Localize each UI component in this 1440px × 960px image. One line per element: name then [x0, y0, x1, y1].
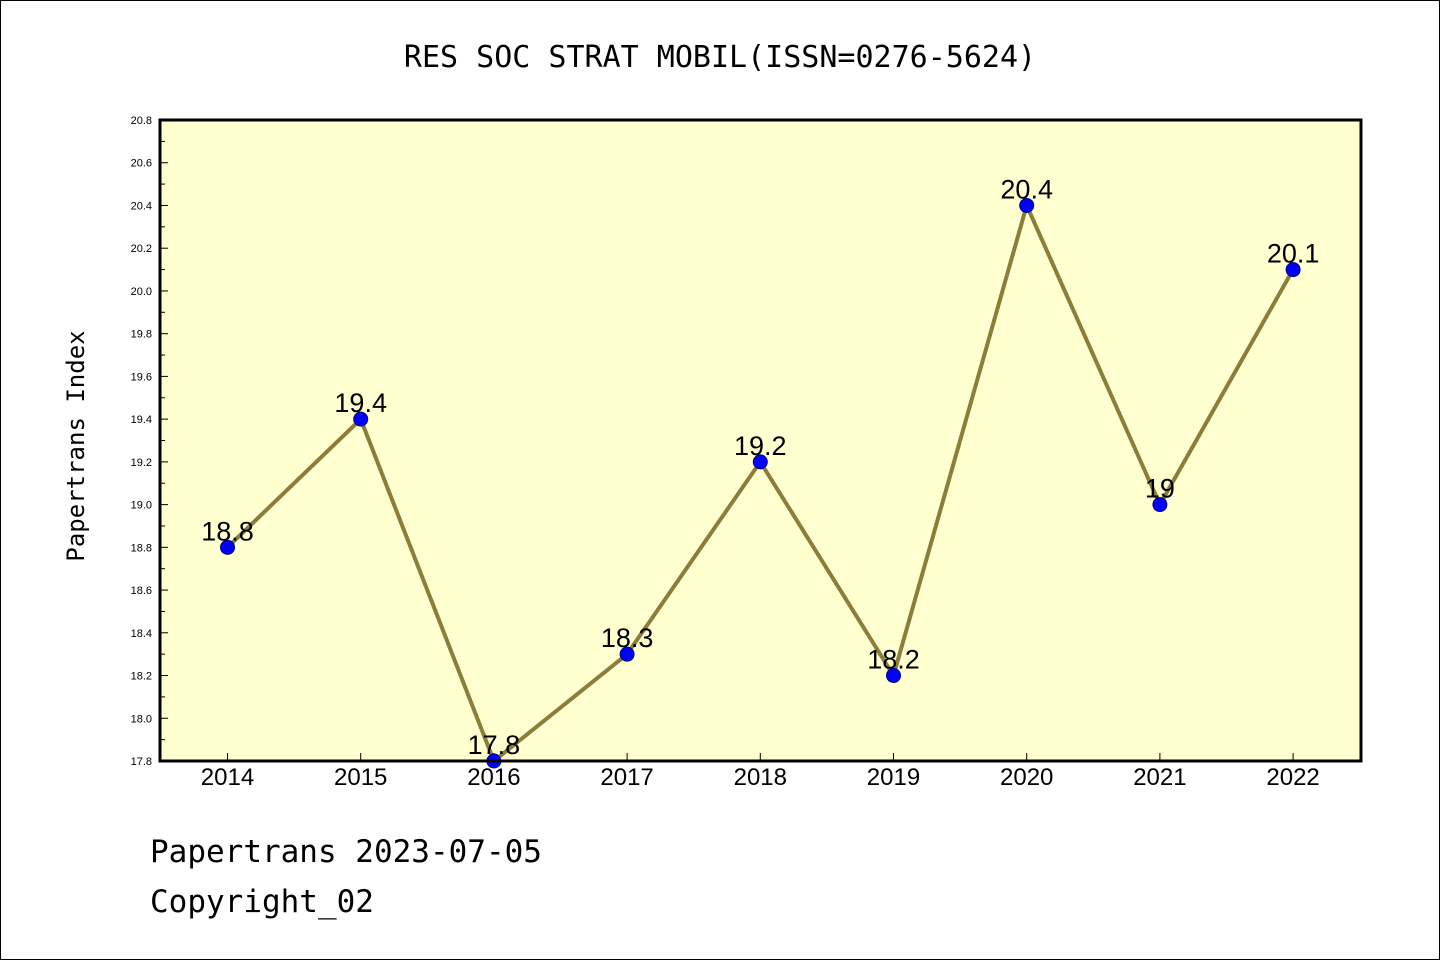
y-tick-label: 19.0: [131, 500, 152, 512]
y-tick-label: 20.0: [131, 286, 152, 298]
x-axis: 2014 2015 2016 2017 2018 2019 2020 2021 2022: [201, 753, 1320, 791]
plot-area: [160, 120, 1361, 761]
data-point: [752, 454, 768, 470]
y-tick-label: 19.8: [131, 329, 152, 341]
y-axis: 17.8 18.0 18.2 18.4 18.6 18.8 19.0 19.2 19.4 19.6…: [131, 115, 168, 768]
data-label: 18.2: [867, 645, 920, 675]
x-tick-label: 2014: [201, 764, 254, 791]
x-tick-label: 2017: [600, 764, 653, 791]
data-point: [1152, 497, 1168, 513]
x-tick-label: 2018: [734, 764, 787, 791]
y-tick-label: 20.2: [131, 243, 152, 255]
y-axis-label: Papertrans Index: [62, 330, 90, 561]
y-tick-label: 18.6: [131, 585, 152, 597]
data-label: 19: [1145, 474, 1175, 504]
data-point: [1285, 262, 1301, 278]
data-label: 20.1: [1267, 239, 1320, 269]
y-tick-label: 19.2: [131, 457, 152, 469]
data-point: [1019, 197, 1035, 213]
y-tick-label: 19.4: [131, 414, 152, 426]
x-tick-label: 2020: [1000, 764, 1053, 791]
y-tick-label: 18.4: [131, 628, 152, 640]
data-point: [220, 539, 235, 555]
x-tick-label: 2021: [1133, 764, 1186, 791]
y-tick-label: 19.6: [131, 371, 152, 383]
x-tick-label: 2015: [334, 764, 387, 791]
x-tick-label: 2016: [467, 764, 520, 791]
data-label: 19.4: [334, 388, 387, 418]
y-tick-label: 17.8: [131, 756, 152, 768]
data-label: 18.3: [601, 623, 654, 653]
series-layer: 18.8 19.4 17.8 18.3 19.2 18.2 20.4 19 20.1: [201, 174, 1320, 769]
y-tick-label: 20.6: [131, 158, 152, 170]
plot-border: [158, 118, 1363, 763]
footer-copyright: Copyright_02: [150, 884, 374, 920]
chart-title: RES SOC STRAT MOBIL(ISSN=0276-5624): [404, 40, 1036, 75]
data-label: 18.8: [201, 516, 254, 546]
data-label: 20.4: [1000, 174, 1053, 204]
footer-date: Papertrans 2023-07-05: [150, 834, 542, 870]
data-point: [353, 411, 369, 427]
y-tick-label: 20.8: [131, 115, 152, 127]
x-tick-label: 2022: [1266, 764, 1319, 791]
data-label: 17.8: [468, 730, 521, 760]
y-tick-label: 18.8: [131, 542, 152, 554]
y-tick-label: 18.2: [131, 671, 152, 683]
data-point: [886, 668, 901, 684]
data-point: [619, 646, 635, 662]
x-tick-label: 2019: [867, 764, 920, 791]
y-tick-label: 20.4: [131, 200, 152, 212]
data-label: 19.2: [734, 431, 787, 461]
y-tick-label: 18.0: [131, 713, 152, 725]
